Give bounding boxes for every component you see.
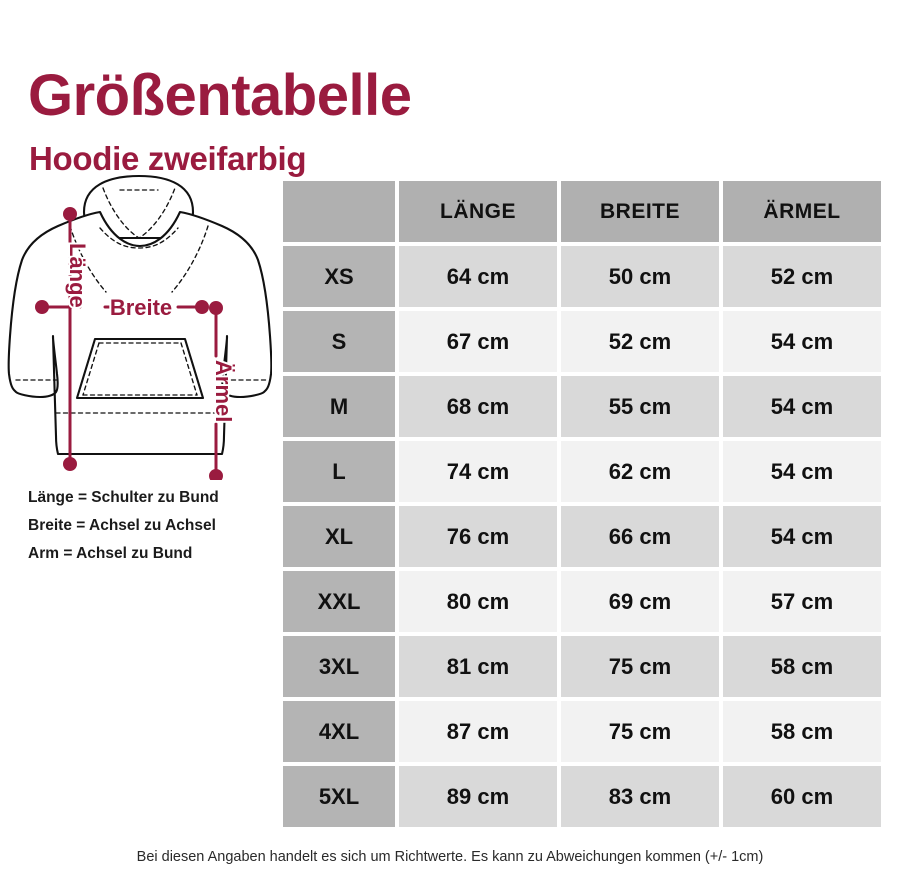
column-header-breite: BREITE [561, 181, 719, 242]
cell-laenge: 76 cm [399, 506, 557, 567]
cell-laenge: 74 cm [399, 441, 557, 502]
cell-laenge: 89 cm [399, 766, 557, 827]
table-row: M 68 cm 55 cm 54 cm [283, 376, 887, 437]
cell-size: M [283, 376, 395, 437]
cell-aermel: 60 cm [723, 766, 881, 827]
cell-breite: 52 cm [561, 311, 719, 372]
cell-aermel: 57 cm [723, 571, 881, 632]
hoodie-stitching-lines [15, 187, 267, 414]
cell-aermel: 54 cm [723, 311, 881, 372]
legend-item-laenge: Länge = Schulter zu Bund [28, 489, 219, 506]
cell-breite: 75 cm [561, 636, 719, 697]
cell-size: 5XL [283, 766, 395, 827]
disclaimer-note: Bei diesen Angaben handelt es sich um Ri… [136, 849, 764, 865]
table-header-row: LÄNGE BREITE ÄRMEL [283, 181, 887, 242]
cell-aermel: 58 cm [723, 701, 881, 762]
measure-length-dot-top [63, 207, 77, 221]
column-header-size [283, 181, 395, 242]
cell-size: 4XL [283, 701, 395, 762]
table-row: XXL 80 cm 69 cm 57 cm [283, 571, 887, 632]
cell-size: 3XL [283, 636, 395, 697]
cell-breite: 62 cm [561, 441, 719, 502]
table-row: XL 76 cm 66 cm 54 cm [283, 506, 887, 567]
measure-width-dot-left [35, 300, 49, 314]
measure-label-laenge: Länge [65, 243, 90, 308]
cell-breite: 50 cm [561, 246, 719, 307]
cell-aermel: 52 cm [723, 246, 881, 307]
hoodie-measurement-diagram: Länge Breite Ärmel [0, 168, 272, 480]
measure-length-dot-bottom [63, 457, 77, 471]
cell-size: L [283, 441, 395, 502]
measure-label-aermel: Ärmel [211, 360, 236, 422]
legend-item-arm: Arm = Achsel zu Bund [28, 545, 193, 562]
cell-breite: 66 cm [561, 506, 719, 567]
table-row: 3XL 81 cm 75 cm 58 cm [283, 636, 887, 697]
cell-size: S [283, 311, 395, 372]
table-row: L 74 cm 62 cm 54 cm [283, 441, 887, 502]
cell-aermel: 54 cm [723, 376, 881, 437]
cell-laenge: 87 cm [399, 701, 557, 762]
size-table: LÄNGE BREITE ÄRMEL XS 64 cm 50 cm 52 cm … [283, 181, 887, 831]
page-title: Größentabelle [28, 62, 412, 128]
cell-laenge: 80 cm [399, 571, 557, 632]
measure-width-dot-right [195, 300, 209, 314]
cell-laenge: 67 cm [399, 311, 557, 372]
table-row: 4XL 87 cm 75 cm 58 cm [283, 701, 887, 762]
cell-breite: 83 cm [561, 766, 719, 827]
hoodie-outline-icon [7, 174, 272, 456]
cell-laenge: 64 cm [399, 246, 557, 307]
table-row: XS 64 cm 50 cm 52 cm [283, 246, 887, 307]
cell-aermel: 54 cm [723, 506, 881, 567]
cell-size: XL [283, 506, 395, 567]
table-row: S 67 cm 52 cm 54 cm [283, 311, 887, 372]
cell-laenge: 81 cm [399, 636, 557, 697]
cell-aermel: 54 cm [723, 441, 881, 502]
measurement-legend: Länge = Schulter zu Bund Breite = Achsel… [28, 484, 278, 568]
cell-breite: 69 cm [561, 571, 719, 632]
cell-aermel: 58 cm [723, 636, 881, 697]
measure-label-breite: Breite [110, 295, 172, 320]
legend-item-breite: Breite = Achsel zu Achsel [28, 517, 216, 534]
table-row: 5XL 89 cm 83 cm 60 cm [283, 766, 887, 827]
cell-size: XXL [283, 571, 395, 632]
cell-size: XS [283, 246, 395, 307]
column-header-aermel: ÄRMEL [723, 181, 881, 242]
cell-laenge: 68 cm [399, 376, 557, 437]
measure-sleeve-dot-top [209, 301, 223, 315]
cell-breite: 55 cm [561, 376, 719, 437]
column-header-laenge: LÄNGE [399, 181, 557, 242]
cell-breite: 75 cm [561, 701, 719, 762]
page-subtitle: Hoodie zweifarbig [29, 140, 307, 178]
measure-sleeve-dot-bottom [209, 469, 223, 480]
